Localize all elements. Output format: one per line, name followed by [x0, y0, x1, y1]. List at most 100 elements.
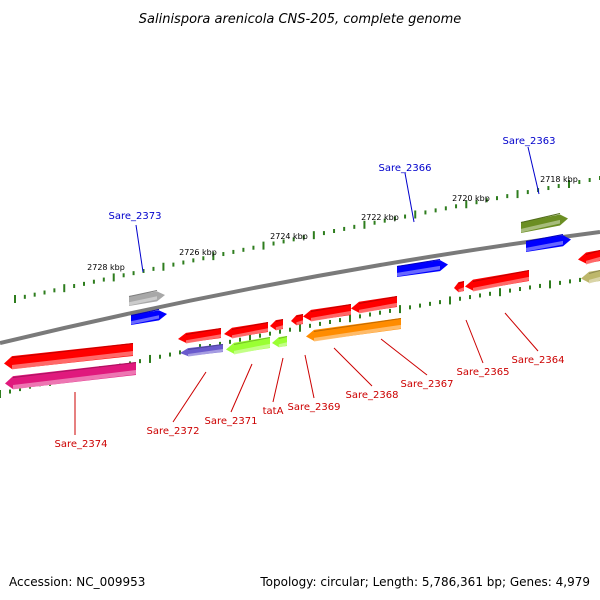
- label-leader-lines: [74, 146, 540, 435]
- label-leader: [230, 363, 253, 413]
- gene-features: [4, 213, 600, 390]
- gene-bevel: [521, 219, 560, 233]
- label-leader: [135, 224, 144, 273]
- gene-arrow: [351, 296, 397, 313]
- gene-bevel: [278, 342, 287, 348]
- gene-edge: [233, 337, 271, 345]
- gene-arrow: [224, 322, 268, 338]
- gene-feature[interactable]: [351, 296, 398, 314]
- accession-text: Accession: NC_009953: [9, 575, 145, 589]
- gene-feature[interactable]: [291, 314, 304, 326]
- outer-tick-track: [14, 176, 600, 303]
- gene-feature[interactable]: [396, 259, 448, 278]
- gene-bevel: [311, 310, 351, 322]
- gene-bevel: [359, 302, 397, 314]
- gene-edge: [278, 336, 288, 339]
- gene-arrow: [303, 304, 351, 321]
- gene-feature[interactable]: [180, 344, 224, 357]
- gene-edge: [358, 296, 398, 304]
- gene-edge: [313, 318, 402, 332]
- gene-label[interactable]: Sare_2368: [346, 390, 399, 401]
- gene-edge: [525, 234, 564, 242]
- gene-bevel: [586, 256, 600, 265]
- gene-edge: [130, 309, 160, 316]
- gene-edge: [12, 362, 137, 378]
- gene-label[interactable]: Sare_2367: [401, 379, 454, 390]
- gene-label[interactable]: Sare_2366: [379, 163, 432, 174]
- gene-label[interactable]: Sare_2365: [457, 367, 510, 378]
- kbp-label: 2726 kbp: [179, 248, 217, 257]
- gene-label[interactable]: Sare_2369: [288, 402, 341, 413]
- kbp-label: 2724 kbp: [270, 232, 308, 241]
- label-leader: [304, 354, 315, 399]
- gene-feature[interactable]: [581, 270, 600, 284]
- gene-feature[interactable]: [525, 234, 571, 253]
- gene-bevel: [458, 287, 464, 293]
- gene-edge: [588, 270, 600, 274]
- kbp-label: 2728 kbp: [87, 263, 125, 272]
- gene-edge: [520, 213, 561, 223]
- kbp-label: 2718 kbp: [540, 175, 578, 184]
- gene-feature[interactable]: [270, 319, 284, 331]
- kbp-label: 2722 kbp: [361, 213, 399, 222]
- gene-bevel: [296, 320, 303, 326]
- gene-feature[interactable]: [4, 343, 134, 370]
- genome-backbone: [0, 230, 600, 345]
- kbp-scale-labels: 2728 kbp 2726 kbp 2724 kbp 2722 kbp 2720 kbp…: [87, 175, 578, 272]
- gene-label[interactable]: Sare_2373: [109, 211, 162, 222]
- label-leader: [272, 357, 284, 403]
- gene-edge: [458, 281, 465, 284]
- genome-summary-text: Topology: circular; Length: 5,786,361 bp…: [259, 575, 590, 589]
- gene-feature[interactable]: [578, 250, 600, 265]
- gene-edge: [585, 250, 600, 255]
- gene-label[interactable]: Sare_2374: [55, 439, 108, 450]
- gene-edge: [185, 328, 222, 335]
- label-leader: [404, 172, 415, 223]
- gene-bevel: [314, 324, 401, 342]
- gene-feature[interactable]: [520, 213, 568, 234]
- gene-bevel: [188, 348, 223, 357]
- gene-edge: [396, 259, 441, 267]
- gene-arrow: [306, 318, 401, 341]
- gene-edge: [187, 344, 224, 350]
- gene-bevel: [234, 343, 270, 355]
- gene-bevel: [589, 276, 600, 284]
- gene-feature[interactable]: [465, 270, 530, 292]
- gene-bevel: [131, 315, 159, 325]
- gene-feature[interactable]: [130, 309, 167, 326]
- label-leader: [504, 312, 539, 352]
- gene-feature[interactable]: [454, 281, 465, 293]
- gene-edge: [128, 290, 158, 297]
- gene-edge: [472, 270, 530, 282]
- gene-edge: [231, 322, 269, 330]
- gene-bevel: [275, 325, 283, 331]
- gene-arrow: [465, 270, 529, 291]
- gene-bevel: [473, 276, 529, 292]
- kbp-label: 2720 kbp: [452, 194, 490, 203]
- gene-feature[interactable]: [5, 362, 137, 390]
- gene-bevel: [13, 370, 136, 390]
- gene-feature[interactable]: [224, 322, 269, 339]
- gene-edge: [275, 319, 284, 322]
- gene-label[interactable]: tatA: [263, 406, 284, 417]
- gene-bevel: [186, 334, 221, 344]
- label-leader: [527, 146, 540, 195]
- gene-feature[interactable]: [178, 328, 222, 344]
- gene-feature[interactable]: [128, 290, 165, 307]
- gene-edge: [296, 314, 304, 317]
- gene-label[interactable]: Sare_2364: [512, 355, 565, 366]
- label-leader: [465, 319, 484, 364]
- gene-feature[interactable]: [303, 304, 352, 322]
- gene-feature[interactable]: [226, 337, 271, 355]
- gene-bevel: [526, 240, 563, 252]
- label-leader: [333, 347, 373, 387]
- gene-label[interactable]: Sare_2371: [205, 416, 258, 427]
- gene-label[interactable]: Sare_2363: [503, 136, 556, 147]
- gene-bevel: [397, 265, 440, 277]
- gene-feature[interactable]: [306, 318, 402, 342]
- gene-feature[interactable]: [272, 336, 288, 348]
- gene-bevel: [12, 351, 133, 370]
- gene-label[interactable]: Sare_2372: [147, 426, 200, 437]
- gene-labels: Sare_2373 Sare_2366 Sare_2363 Sare_2374 Sare…: [55, 136, 565, 450]
